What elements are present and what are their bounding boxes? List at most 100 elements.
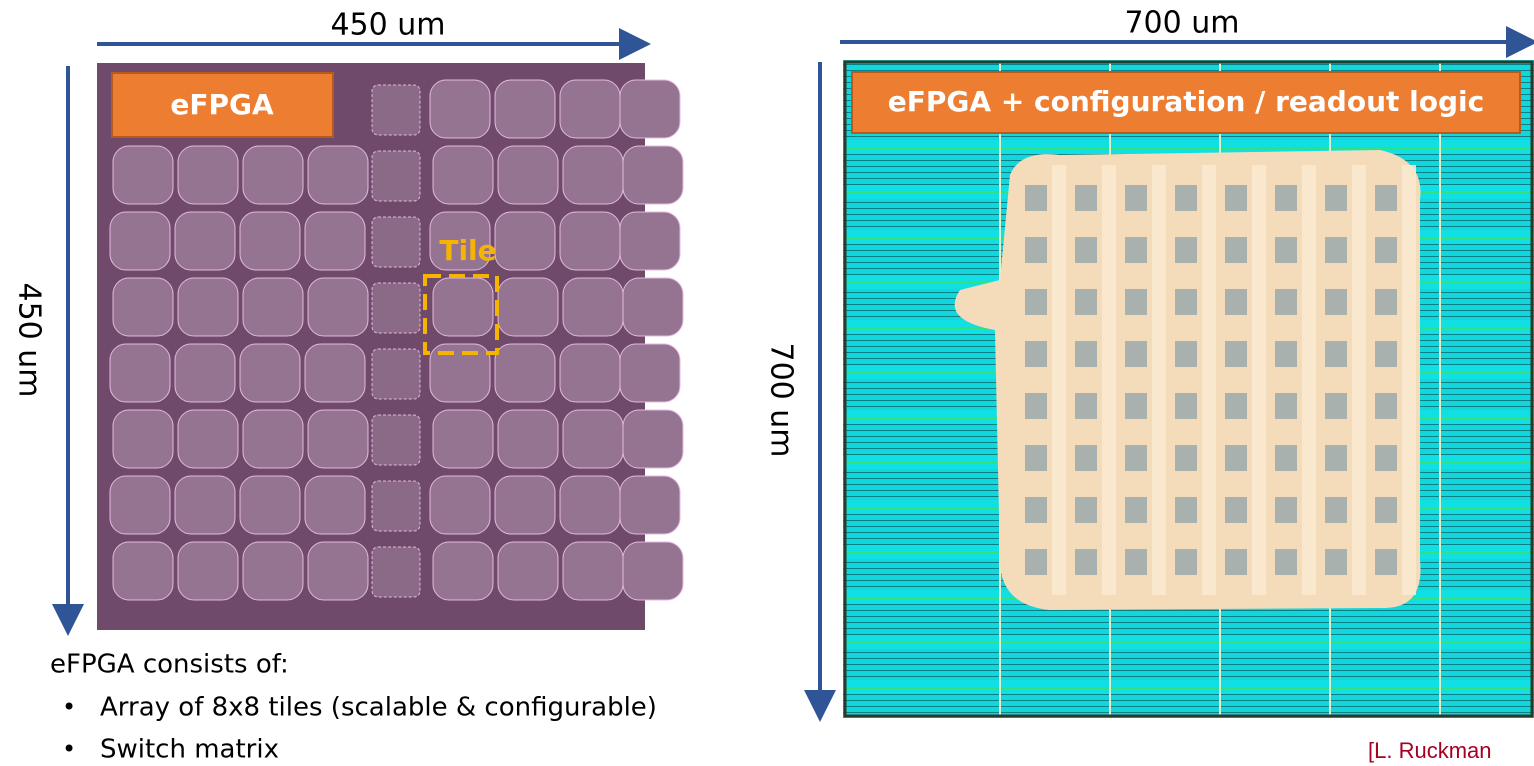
route-column: [1302, 165, 1316, 595]
tile: [433, 542, 493, 600]
route-column: [1052, 165, 1066, 595]
tile: [498, 410, 558, 468]
cell-block: [1225, 185, 1247, 211]
tile: [308, 146, 368, 204]
bullet-text: Switch matrix: [100, 735, 279, 765]
cell-block: [1175, 185, 1197, 211]
tile: [305, 344, 365, 402]
cell-block: [1325, 237, 1347, 263]
cell-block: [1075, 237, 1097, 263]
cell-block: [1075, 341, 1097, 367]
cell-block: [1025, 185, 1047, 211]
route-column: [1152, 165, 1166, 595]
cell-block: [1375, 549, 1397, 575]
tile: [178, 410, 238, 468]
cell-block: [1325, 445, 1347, 471]
slide: 450 um 450 um 700 um 700 um eFPGA eFPGA …: [0, 0, 1534, 766]
cell-block: [1075, 497, 1097, 523]
tile: [178, 146, 238, 204]
cell-block: [1275, 185, 1297, 211]
band: [843, 140, 1534, 154]
tile: [620, 212, 680, 270]
full-layout: [843, 60, 1534, 739]
tile: [498, 146, 558, 204]
tile: [308, 278, 368, 336]
tile: [113, 146, 173, 204]
tile: [433, 146, 493, 204]
switch-matrix: [372, 283, 420, 333]
cell-block: [1275, 445, 1297, 471]
tile: [433, 278, 493, 336]
switch-matrix: [372, 547, 420, 597]
tile: [620, 80, 680, 138]
cell-block: [1225, 393, 1247, 419]
switch-matrix: [372, 217, 420, 267]
route-column: [1202, 165, 1216, 595]
cell-block: [1325, 393, 1347, 419]
tile: [623, 410, 683, 468]
cell-block: [1025, 445, 1047, 471]
cell-block: [1275, 393, 1297, 419]
cell-block: [1375, 185, 1397, 211]
cell-block: [1075, 185, 1097, 211]
cell-block: [1075, 289, 1097, 315]
cell-block: [1125, 549, 1147, 575]
citation: [L. Ruckman: [1368, 738, 1492, 763]
tile: [430, 476, 490, 534]
cell-block: [1025, 393, 1047, 419]
tile: [113, 410, 173, 468]
tile: [178, 542, 238, 600]
bullet-dot: •: [62, 735, 76, 763]
tile: [240, 476, 300, 534]
page: {"left_panel": {"width_label": "450 um",…: [0, 0, 1534, 766]
cell-block: [1375, 393, 1397, 419]
cell-block: [1225, 445, 1247, 471]
tile: [620, 476, 680, 534]
cell-block: [1375, 445, 1397, 471]
cell-block: [1125, 289, 1147, 315]
tile: [305, 212, 365, 270]
tile: [110, 476, 170, 534]
cell-block: [1275, 497, 1297, 523]
cell-block: [1225, 341, 1247, 367]
route-column: [1102, 165, 1116, 595]
bullet-text: Array of 8x8 tiles (scalable & configura…: [100, 693, 657, 723]
description-heading: eFPGA consists of:: [50, 650, 289, 680]
cell-block: [1325, 549, 1347, 575]
cell-block: [1125, 341, 1147, 367]
tile: [433, 410, 493, 468]
tile: [243, 146, 303, 204]
cell-block: [1025, 237, 1047, 263]
cell-block: [1225, 549, 1247, 575]
cell-block: [1075, 393, 1097, 419]
tile: [113, 278, 173, 336]
cell-block: [1375, 237, 1397, 263]
cell-block: [1275, 341, 1297, 367]
tile: [560, 344, 620, 402]
cell-block: [1325, 341, 1347, 367]
cell-block: [1075, 445, 1097, 471]
cell-block: [1325, 497, 1347, 523]
cell-block: [1025, 497, 1047, 523]
switch-matrix: [372, 349, 420, 399]
cell-block: [1175, 289, 1197, 315]
switch-matrix: [372, 481, 420, 531]
efpga-layout: [97, 63, 645, 630]
route-column: [1352, 165, 1366, 595]
tile: [563, 146, 623, 204]
tile: [563, 542, 623, 600]
cell-block: [1175, 393, 1197, 419]
cell-block: [1275, 289, 1297, 315]
cell-block: [1225, 289, 1247, 315]
tile: [243, 410, 303, 468]
tile: [243, 542, 303, 600]
cell-block: [1325, 289, 1347, 315]
cell-block: [1375, 497, 1397, 523]
tile: [240, 344, 300, 402]
switch-matrix: [372, 415, 420, 465]
tile: [175, 344, 235, 402]
band: [843, 680, 1534, 694]
cell-block: [1275, 549, 1297, 575]
tile: [560, 476, 620, 534]
tile: [178, 278, 238, 336]
